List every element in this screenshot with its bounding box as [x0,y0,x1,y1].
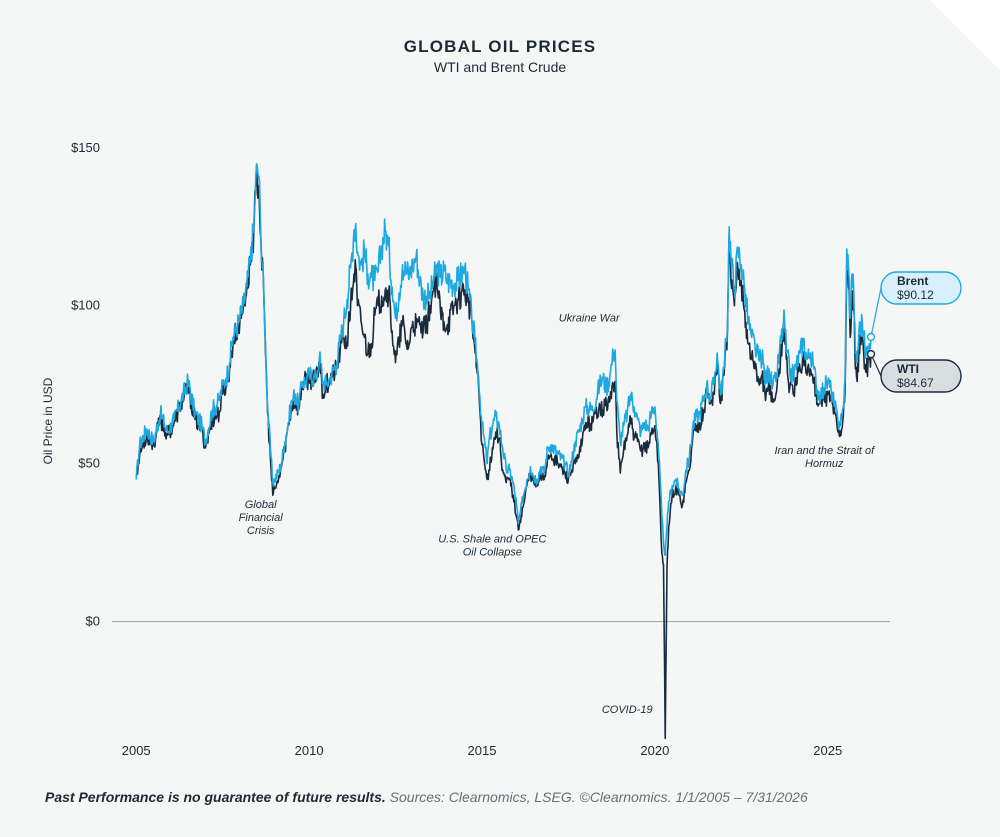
annotation-shale-line: Oil Collapse [463,547,522,559]
annotation-shale: U.S. Shale and OPEC Oil Collapse [438,534,546,559]
footer-note: Past Performance is no guarantee of futu… [45,789,808,805]
annotation-ukraine: Ukraine War [559,313,621,325]
callout-box-brent [880,271,962,305]
callout-marker-wti [866,349,876,359]
annotation-ukraine-line: Ukraine War [559,313,621,325]
y-tick-label: $150 [71,140,100,155]
annotation-covid-line: COVID-19 [602,704,653,716]
x-tick-label: 2020 [640,743,669,758]
callout-value-brent: $90.12 [897,288,934,302]
series-line-brent [135,163,872,556]
annotation-gfc: Global Financial Crisis [239,499,284,537]
annotation-covid: COVID-19 [602,704,653,716]
series-line-wti [135,163,872,740]
annotation-gfc-line: Global [245,499,277,511]
footer-disclaimer: Past Performance is no guarantee of futu… [45,789,386,805]
callout-name-wti: WTI [897,362,919,376]
annotation-iran-line: Hormuz [805,458,844,470]
callout-name-brent: Brent [897,274,928,288]
y-axis-label: Oil Price in USD [41,377,55,464]
y-tick-label: $0 [86,614,100,629]
chart-title: GLOBAL OIL PRICES [403,37,597,56]
annotation-iran: Iran and the Strait of Hormuz [774,445,875,470]
x-tick-label: 2010 [295,743,324,758]
footer-sources: Sources: Clearnomics, LSEG. ©Clearnomics… [389,789,808,805]
x-tick-label: 2005 [122,743,151,758]
annotation-gfc-line: Financial [239,512,284,524]
x-tick-label: 2015 [468,743,497,758]
callout-connector-brent [870,287,882,338]
callout-marker-brent [866,332,876,342]
x-tick-label: 2025 [813,743,842,758]
annotation-iran-line: Iran and the Strait of [774,445,875,457]
y-tick-label: $50 [78,456,100,471]
annotation-gfc-line: Crisis [247,525,275,537]
annotation-shale-line: U.S. Shale and OPEC [438,534,546,546]
y-tick-label: $100 [71,298,100,313]
callout-box-wti [880,359,962,393]
chart-subtitle: WTI and Brent Crude [433,59,567,75]
callout-value-wti: $84.67 [897,376,934,390]
